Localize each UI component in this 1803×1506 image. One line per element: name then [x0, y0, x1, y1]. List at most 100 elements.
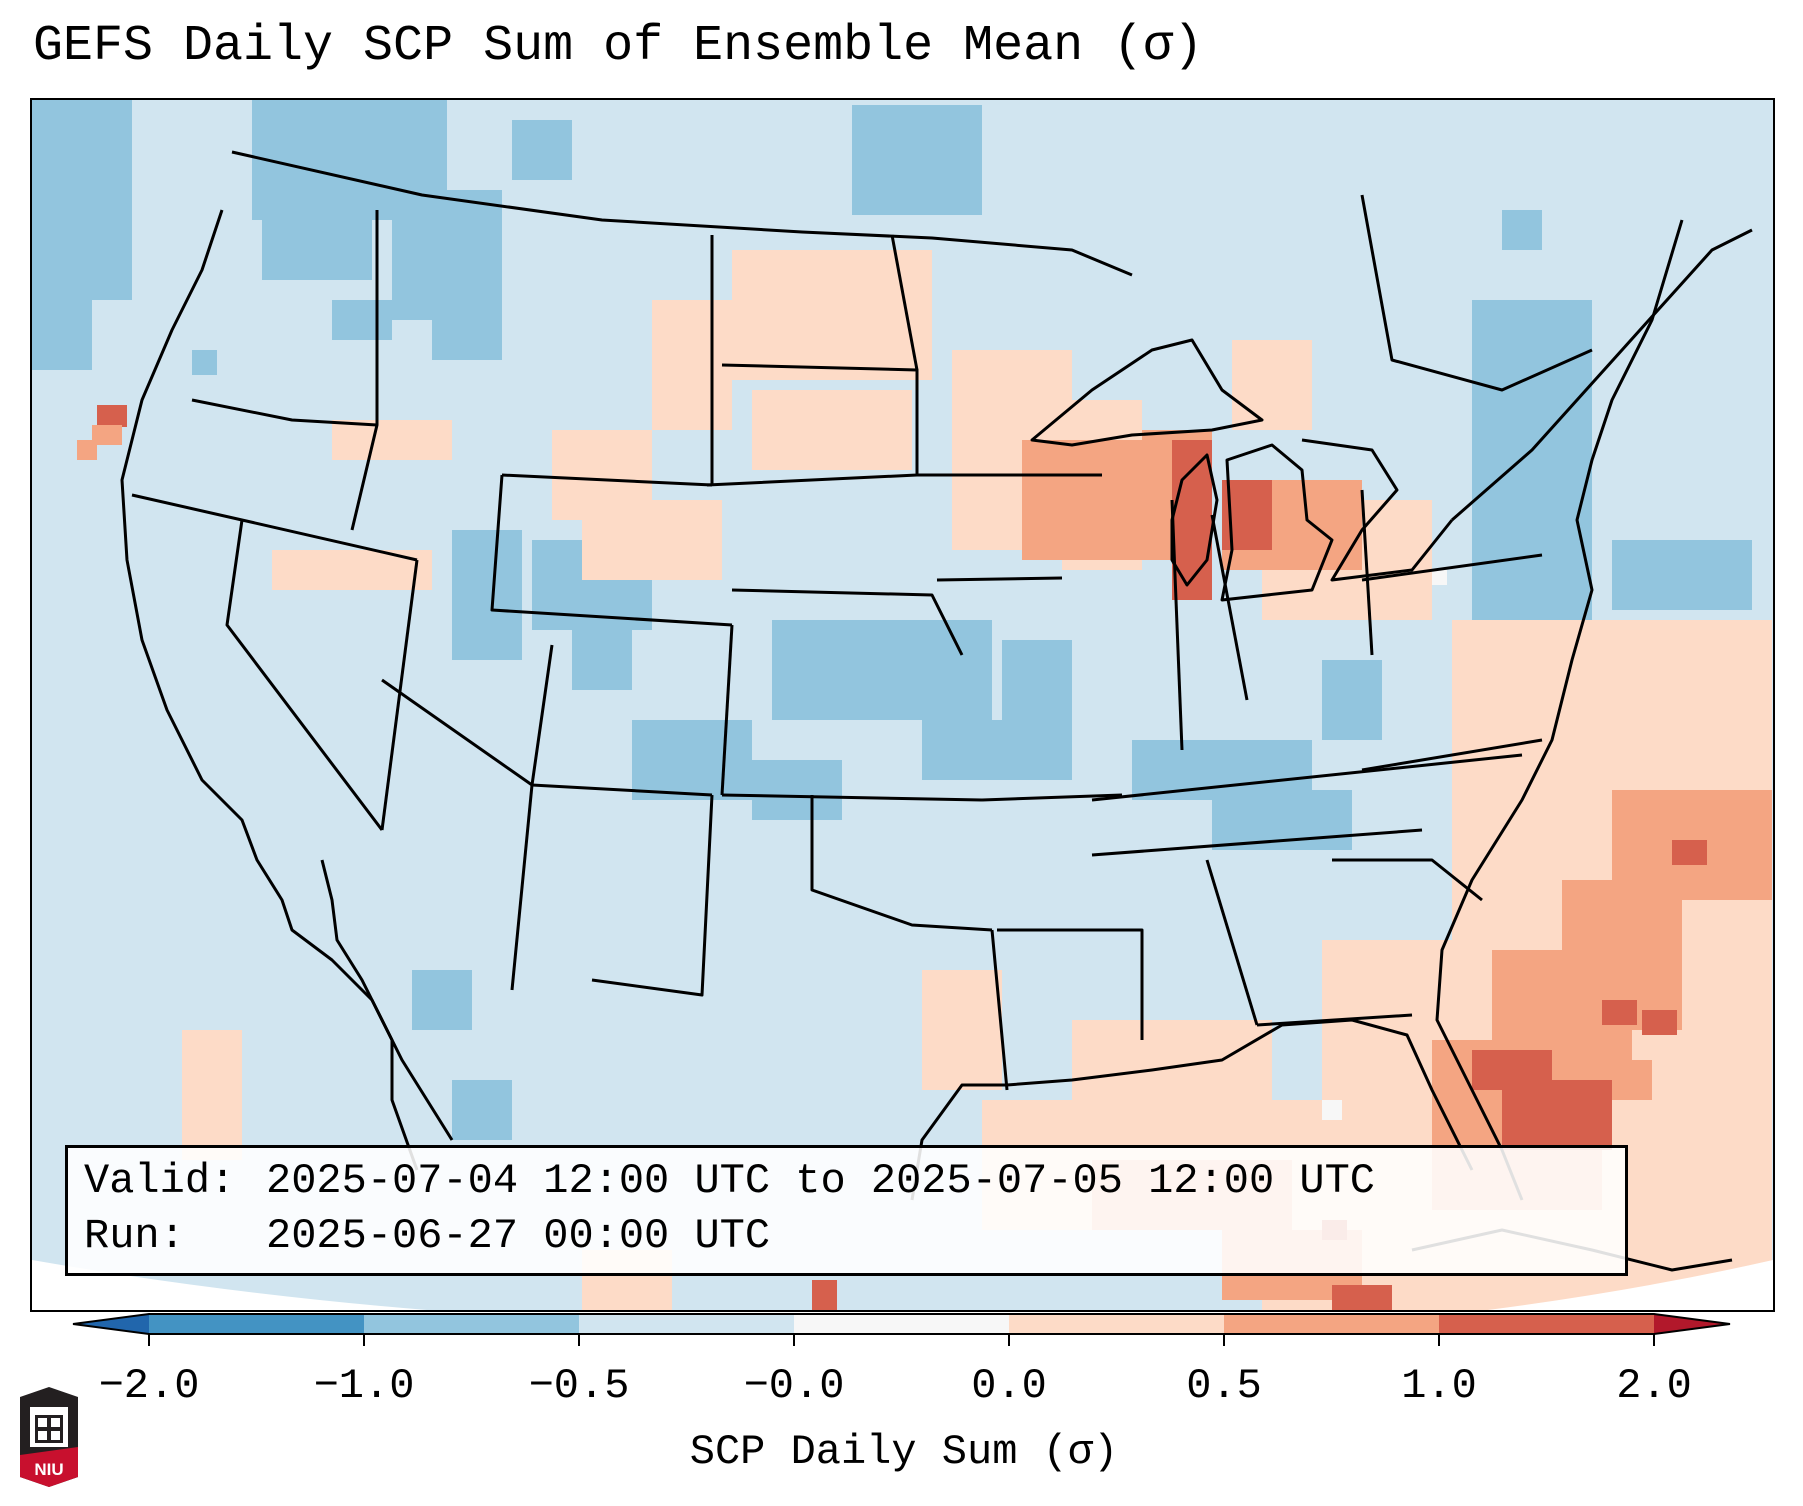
border-mt-wy: [501, 473, 713, 487]
border-ia-mo: [936, 576, 1063, 582]
border-oh-pa: [1360, 489, 1374, 656]
border-co-ks: [720, 624, 734, 796]
anomaly-cell: [732, 250, 932, 380]
anomaly-cell: [1002, 640, 1072, 720]
anomaly-cell: [1642, 1010, 1677, 1035]
border-ne-ks: [731, 588, 964, 656]
colorbar-tick-label: −0.0: [743, 1362, 845, 1410]
run-value: 2025-06-27 00:00 UTC: [266, 1212, 771, 1260]
colorbar-tick-label: −2.0: [98, 1362, 200, 1410]
anomaly-cell: [92, 425, 122, 445]
lake-superior: [1030, 338, 1264, 447]
anomaly-cell: [1232, 340, 1312, 430]
anomaly-cell: [182, 1030, 242, 1160]
border-tn-south: [1091, 828, 1423, 857]
border-nv-ut: [380, 559, 419, 831]
border-tx-la: [990, 929, 1009, 1091]
colorbar-extend-low: [73, 1314, 149, 1334]
baja-coastline: [320, 859, 419, 1171]
anomaly-cell: [852, 105, 982, 215]
colorbar-label: SCP Daily Sum (σ): [689, 1428, 1119, 1476]
colorbar-bin: [1009, 1314, 1224, 1334]
colorbar-bin: [1224, 1314, 1439, 1334]
border-il-in: [1170, 499, 1184, 751]
gulf-coastline: [910, 1018, 1474, 1201]
border-id-east: [350, 210, 379, 531]
colorbar-bin: [1439, 1314, 1654, 1334]
colorbar: [72, 1313, 1731, 1346]
colorbar-tick-label: −0.5: [528, 1362, 630, 1410]
border-nm-tx: [591, 794, 714, 997]
anomaly-cell: [752, 390, 912, 470]
info-box: Valid: 2025-07-04 12:00 UTC to 2025-07-05…: [65, 1145, 1628, 1276]
atlantic-coastline: [1435, 219, 1684, 1201]
colorbar-bin: [794, 1314, 1009, 1334]
anomaly-cell: [432, 190, 502, 360]
anomaly-cell: [1322, 660, 1382, 740]
border-nv-ca: [225, 519, 384, 831]
anomaly-cell: [512, 120, 572, 180]
lake-huron-erie: [1301, 438, 1454, 582]
border-ut-co: [530, 644, 554, 786]
anomaly-cell: [1502, 210, 1542, 250]
colorbar-bin: [149, 1314, 364, 1334]
anomaly-cell: [632, 720, 752, 800]
valid-row: Valid: 2025-07-04 12:00 UTC to 2025-07-05…: [84, 1156, 1375, 1206]
state-borders: [120, 150, 1753, 1272]
anomaly-cell: [922, 970, 1002, 1090]
anomaly-cell: [1672, 840, 1707, 865]
border-mo-ar: [981, 793, 1123, 802]
anomaly-cell: [332, 420, 452, 460]
anomaly-cell: [1322, 1100, 1342, 1120]
projection-edge-right: [1487, 1260, 1773, 1310]
anomaly-cell: [922, 720, 1072, 780]
anomaly-cell: [1472, 300, 1592, 620]
anomaly-cell: [332, 300, 392, 340]
colorbar-tick-label: 0.5: [1186, 1362, 1262, 1410]
anomaly-cell: [1332, 1285, 1392, 1310]
border-dakotas: [706, 363, 919, 487]
anomaly-cell: [1432, 570, 1447, 585]
border-wa-or: [191, 398, 378, 427]
anomaly-cell: [1172, 440, 1212, 600]
anomaly-cell: [92, 190, 132, 270]
anomaly-cell: [582, 500, 722, 580]
colorbar-tick-label: 2.0: [1616, 1362, 1692, 1410]
anomaly-cell: [1502, 1080, 1612, 1150]
border-pa-ny: [1361, 553, 1543, 582]
anomaly-cell: [1072, 1020, 1272, 1100]
border-ks-ok: [721, 793, 983, 802]
border-az-nm: [510, 784, 534, 991]
border-ky-tn: [1091, 753, 1523, 802]
anomaly-cell: [752, 760, 842, 820]
projection-edge-left: [32, 1260, 428, 1310]
anomaly-cell: [572, 630, 632, 690]
colorbar-tick-label: −1.0: [313, 1362, 415, 1410]
valid-label: Valid:: [84, 1157, 236, 1205]
border-nd-mn: [890, 234, 919, 371]
anomaly-cell: [412, 970, 472, 1030]
map-panel: [30, 98, 1775, 1312]
anomaly-cell: [652, 300, 732, 430]
colorbar-tick-label: 0.0: [971, 1362, 1047, 1410]
border-nc-sc: [1332, 858, 1483, 902]
valid-value: 2025-07-04 12:00 UTC to 2025-07-05 12:00…: [266, 1157, 1375, 1205]
anomaly-cell: [452, 1080, 512, 1140]
logo-text: NIU: [34, 1460, 63, 1479]
anomaly-cell: [772, 620, 992, 720]
colorbar-bin: [364, 1314, 579, 1334]
anomaly-cell: [812, 1280, 837, 1310]
border-wy-south: [490, 474, 733, 627]
run-row: Run: 2025-06-27 00:00 UTC: [84, 1211, 770, 1261]
map-svg: [32, 100, 1773, 1310]
border-va-nc: [1361, 738, 1543, 772]
anomaly-cell: [272, 550, 432, 590]
anomaly-cell: [192, 350, 217, 375]
us-canada-border: [231, 150, 1133, 277]
colorbar-bin: [579, 1314, 794, 1334]
anomaly-cell: [1602, 1000, 1637, 1025]
colorbar-tick-label: 1.0: [1401, 1362, 1477, 1410]
border-ms: [1092, 928, 1144, 1040]
anomaly-cell: [97, 405, 127, 427]
border-in-oh: [1210, 514, 1249, 701]
